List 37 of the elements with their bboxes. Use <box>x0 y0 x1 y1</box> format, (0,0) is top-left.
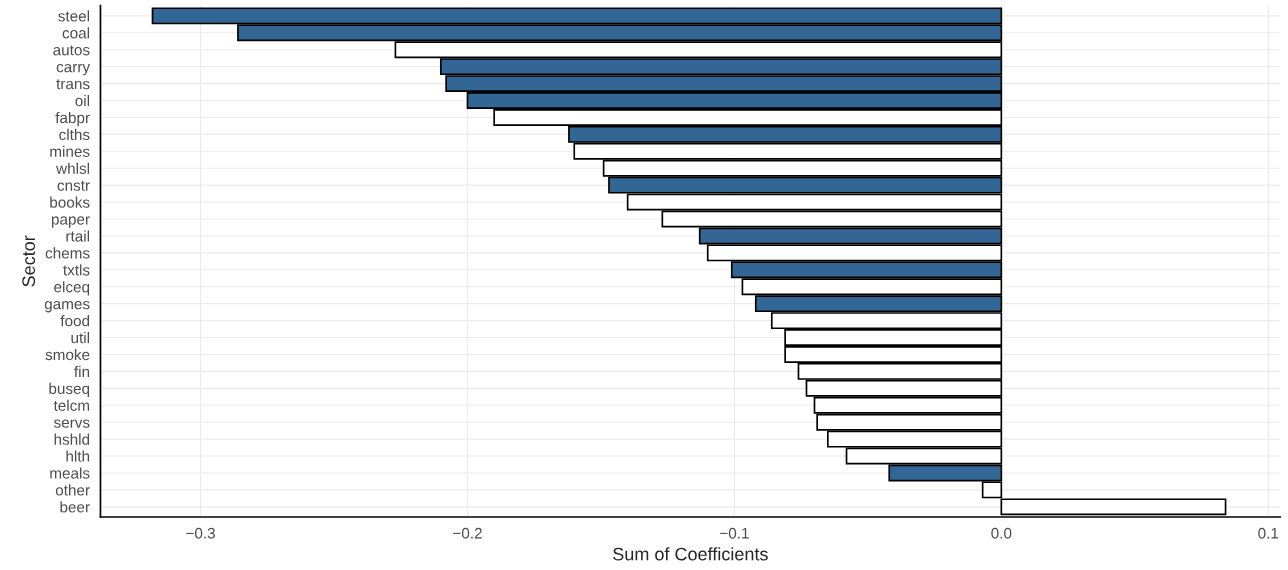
y-tick-label: paper <box>51 216 90 228</box>
y-tick-label: coal <box>62 27 90 39</box>
x-axis-title: Sum of Coefficients <box>613 547 768 561</box>
y-tick-label: meals <box>50 467 90 479</box>
y-tick-label: hshld <box>54 433 90 445</box>
x-tick-label: 0.1 <box>1258 527 1279 539</box>
y-tick-label: carry <box>56 63 91 76</box>
y-tick-label: games <box>44 300 90 313</box>
y-tick-label: mines <box>50 145 90 157</box>
y-tick-label: fabpr <box>55 111 90 127</box>
y-tick-label: hlth <box>66 450 90 462</box>
y-tick-label: other <box>55 484 90 496</box>
y-tick-label: steel <box>58 10 90 22</box>
y-tick-label: clths <box>59 128 90 141</box>
y-tick-label: txtls <box>63 264 90 276</box>
y-tick-label: cnstr <box>57 180 90 191</box>
y-tick-label: util <box>71 331 90 344</box>
x-tick-label: −0.2 <box>453 527 482 539</box>
y-tick-label: oil <box>75 94 90 107</box>
y-tick-label: autos <box>53 45 90 56</box>
y-tick-label: rtail <box>66 230 90 242</box>
y-tick-label: books <box>50 196 90 208</box>
y-tick-label: fin <box>74 365 90 377</box>
y-tick-label: beer <box>60 501 90 513</box>
y-tick-label: buseq <box>49 382 90 398</box>
y-tick-label: trans <box>56 79 90 90</box>
y-tick-label: chems <box>45 247 90 259</box>
x-tick-label: −0.3 <box>186 527 215 539</box>
y-tick-label: servs <box>53 419 90 428</box>
y-tick-label: telcm <box>53 399 90 411</box>
x-tick-label: 0.0 <box>991 527 1012 539</box>
x-tick-label: −0.1 <box>720 527 749 539</box>
y-axis-title: Sector <box>22 235 36 287</box>
y-tick-label: food <box>60 315 90 327</box>
y-tick-label: smoke <box>45 348 90 361</box>
y-tick-label: whlsl <box>56 162 90 174</box>
y-tick-label: elceq <box>54 281 90 296</box>
